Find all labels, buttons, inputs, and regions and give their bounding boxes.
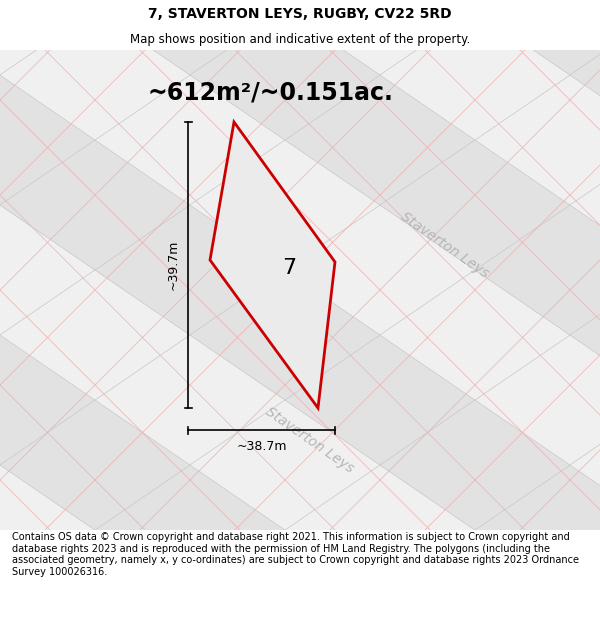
Polygon shape (0, 335, 95, 465)
Polygon shape (285, 0, 475, 75)
Polygon shape (380, 530, 570, 625)
Text: Staverton Leys: Staverton Leys (398, 209, 491, 281)
Polygon shape (190, 400, 380, 530)
Text: 7: 7 (282, 258, 296, 278)
Polygon shape (475, 205, 600, 335)
Polygon shape (570, 10, 600, 140)
Polygon shape (0, 530, 190, 625)
Polygon shape (190, 530, 380, 625)
Polygon shape (0, 0, 190, 10)
Polygon shape (570, 140, 600, 270)
Polygon shape (95, 335, 285, 465)
Polygon shape (285, 595, 475, 625)
Text: ~39.7m: ~39.7m (167, 240, 180, 290)
Polygon shape (95, 465, 285, 595)
Polygon shape (0, 270, 190, 400)
Polygon shape (0, 0, 95, 75)
Polygon shape (95, 0, 285, 75)
Polygon shape (0, 75, 95, 205)
Text: ~38.7m: ~38.7m (236, 440, 287, 453)
Text: Contains OS data © Crown copyright and database right 2021. This information is : Contains OS data © Crown copyright and d… (12, 532, 579, 577)
Polygon shape (95, 75, 285, 205)
Polygon shape (475, 0, 600, 75)
Polygon shape (380, 0, 570, 10)
Polygon shape (190, 140, 380, 270)
Polygon shape (95, 205, 285, 335)
Polygon shape (475, 335, 600, 465)
Polygon shape (0, 205, 95, 335)
Text: Map shows position and indicative extent of the property.: Map shows position and indicative extent… (130, 32, 470, 46)
Polygon shape (475, 465, 600, 595)
Polygon shape (0, 595, 95, 625)
Polygon shape (380, 400, 570, 530)
Polygon shape (380, 10, 570, 140)
Polygon shape (210, 122, 335, 408)
Polygon shape (380, 270, 570, 400)
Polygon shape (285, 465, 475, 595)
Polygon shape (285, 205, 475, 335)
Polygon shape (0, 140, 190, 270)
Polygon shape (570, 0, 600, 10)
Polygon shape (570, 400, 600, 530)
Polygon shape (190, 270, 380, 400)
Polygon shape (475, 595, 600, 625)
Polygon shape (190, 10, 380, 140)
Polygon shape (285, 75, 475, 205)
Polygon shape (570, 530, 600, 625)
Polygon shape (95, 595, 285, 625)
Text: ~612m²/~0.151ac.: ~612m²/~0.151ac. (147, 80, 393, 104)
Polygon shape (0, 400, 190, 530)
Polygon shape (475, 75, 600, 205)
Polygon shape (0, 10, 190, 140)
Text: 7, STAVERTON LEYS, RUGBY, CV22 5RD: 7, STAVERTON LEYS, RUGBY, CV22 5RD (148, 7, 452, 21)
Polygon shape (570, 270, 600, 400)
Polygon shape (0, 465, 95, 595)
Polygon shape (380, 140, 570, 270)
Polygon shape (190, 0, 380, 10)
Text: Staverton Leys: Staverton Leys (263, 404, 356, 476)
Polygon shape (285, 335, 475, 465)
